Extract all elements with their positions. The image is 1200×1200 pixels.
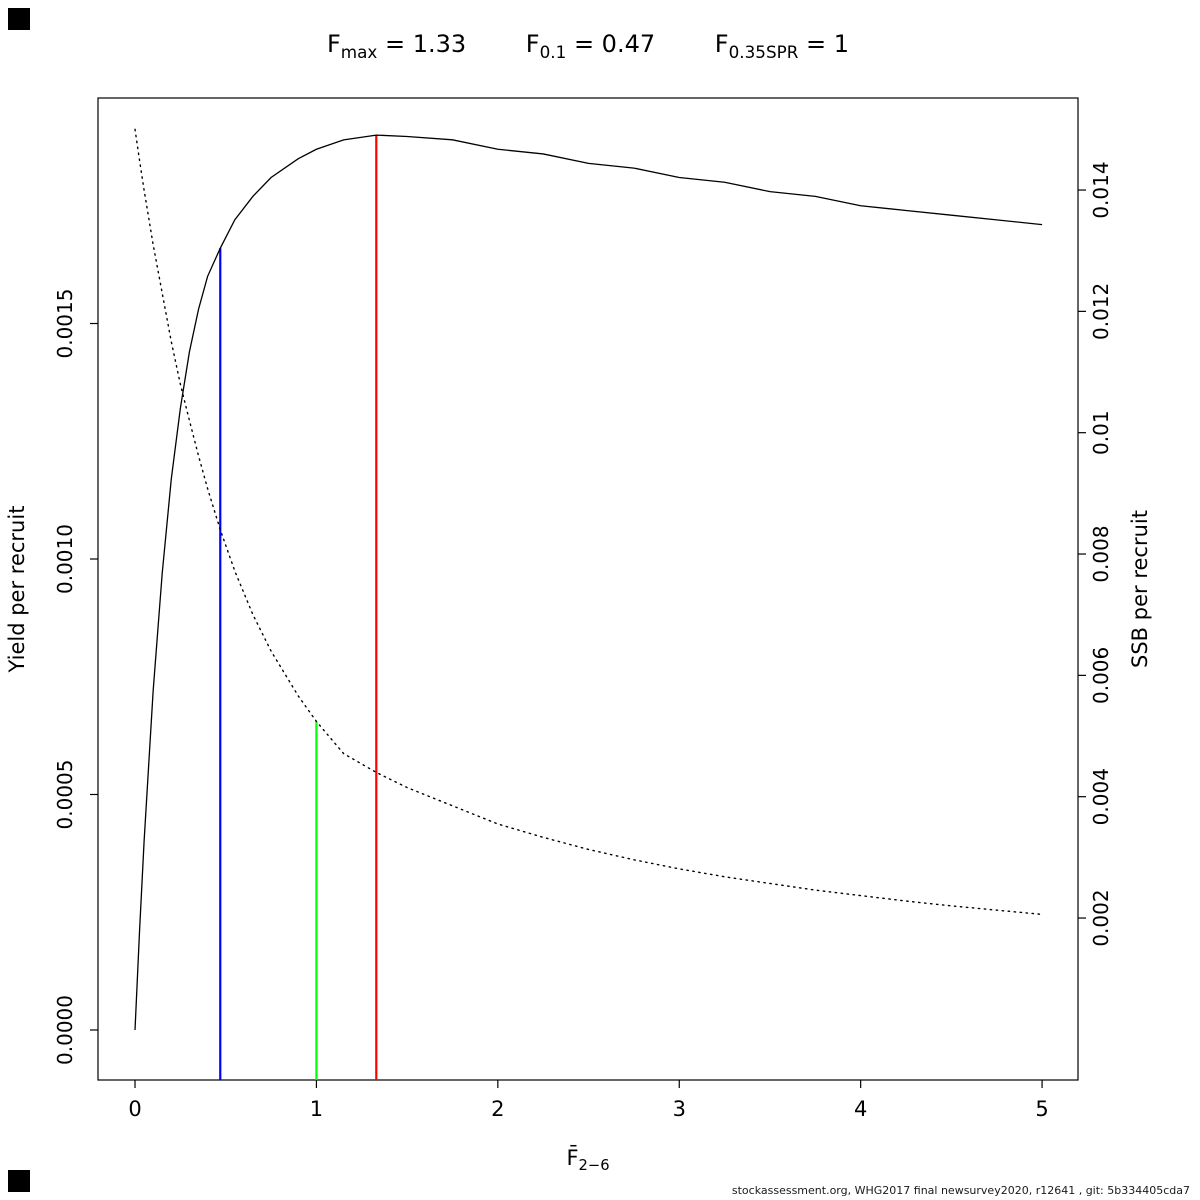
corner-marker-bottom-left [8, 1170, 30, 1192]
plot-box [97, 97, 1079, 1081]
plot-title: Fmax = 1.33 F0.1 = 0.47 F0.35SPR = 1 [98, 30, 1078, 62]
x-axis-label: F̄2−6 [566, 1146, 609, 1174]
x-tick-label: 5 [1035, 1097, 1048, 1121]
x-tick-label: 2 [491, 1097, 504, 1121]
fmax-value: = 1.33 [377, 30, 467, 58]
y-axis-label-left: Yield per recruit [5, 505, 29, 673]
y-left-tick-label: 0.0015 [53, 289, 77, 359]
f035spr-sub: 0.35SPR [728, 41, 799, 62]
x-tick-label: 1 [310, 1097, 323, 1121]
f035spr-title-part: F0.35SPR = 1 [714, 30, 850, 62]
yield-curve [134, 134, 1043, 1031]
y-right-tick-label: 0.012 [1089, 283, 1113, 340]
f035spr-base: F [714, 30, 729, 58]
corner-marker-top-left [8, 8, 30, 30]
f01-base: F [525, 30, 540, 58]
y-left-tick-label: 0.0000 [53, 995, 77, 1065]
x-tick-label: 4 [854, 1097, 867, 1121]
y-right-tick-label: 0.002 [1089, 889, 1113, 946]
x-axis-label-base: F̄ [566, 1145, 579, 1170]
y-right-tick-label: 0.014 [1089, 161, 1113, 218]
f01-value: = 0.47 [566, 30, 656, 58]
fmax-sub: max [340, 41, 378, 62]
y-right-tick-label: 0.006 [1089, 647, 1113, 704]
y-right-tick-label: 0.01 [1089, 410, 1113, 455]
y-left-tick-label: 0.0005 [53, 759, 77, 829]
x-axis-label-sub: 2−6 [578, 1157, 610, 1175]
y-right-tick-label: 0.008 [1089, 525, 1113, 582]
y-right-tick-label: 0.004 [1089, 768, 1113, 825]
y-axis-label-right: SSB per recruit [1128, 510, 1152, 668]
f01-sub: 0.1 [539, 41, 567, 62]
f035spr-value: = 1 [798, 30, 850, 58]
y-left-tick-label: 0.0010 [53, 524, 77, 594]
fmax-title-part: Fmax = 1.33 [326, 30, 467, 62]
fmax-base: F [326, 30, 341, 58]
x-tick-label: 3 [673, 1097, 686, 1121]
f01-title-part: F0.1 = 0.47 [525, 30, 656, 62]
footer-attribution: stockassessment.org, WHG2017 final newsu… [731, 1184, 1190, 1197]
ssb-curve [134, 128, 1043, 916]
x-tick-label: 0 [128, 1097, 141, 1121]
